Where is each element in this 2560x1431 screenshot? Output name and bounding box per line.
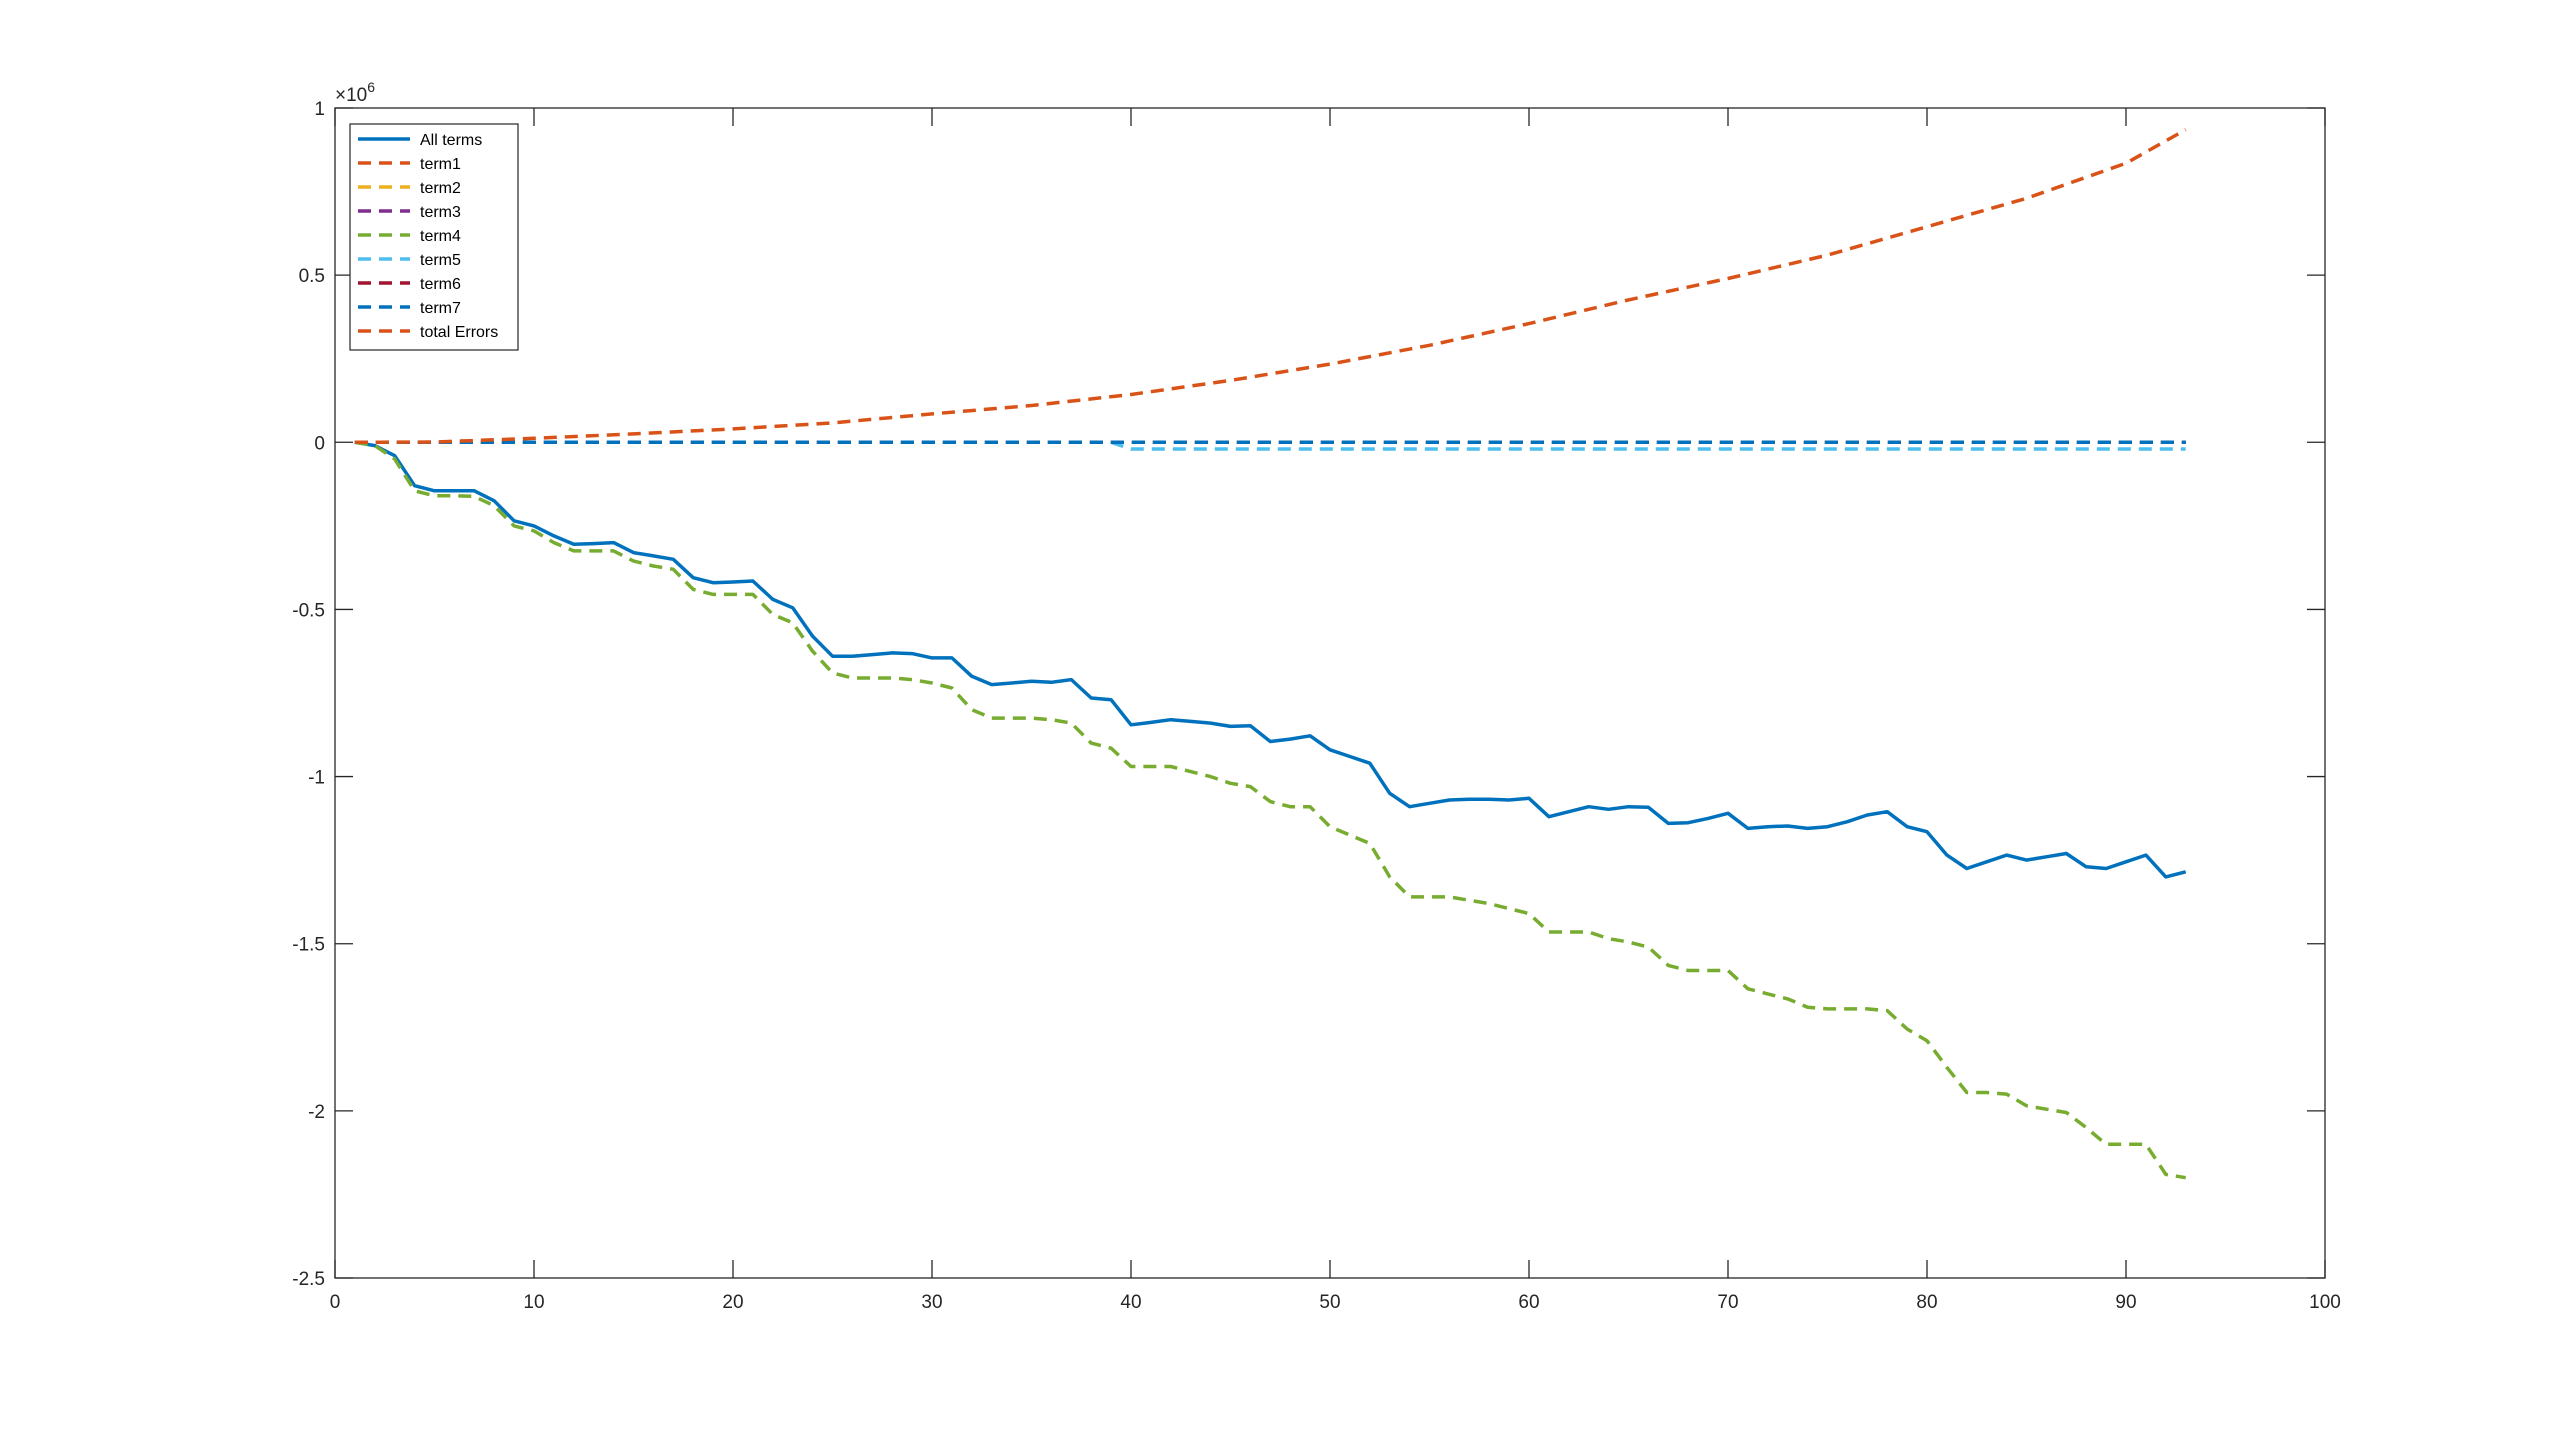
legend-label: term5 — [420, 252, 461, 269]
legend-box — [349, 123, 519, 351]
legend-label: total Errors — [420, 324, 498, 341]
x-tick-label: 100 — [2309, 1292, 2341, 1313]
x-tick-label: 80 — [1916, 1292, 1937, 1313]
series-line-8 — [354, 128, 2187, 445]
ticks-layer: 0 10 20 30 40 50 60 70 80 90 100 1 0.5 0 -0.5 -1 -1.5 -2 -… — [292, 99, 2341, 1313]
y-tick-label: -2.5 — [292, 1269, 325, 1290]
legend-label: term4 — [420, 228, 461, 245]
x-tick-label: 20 — [722, 1292, 743, 1313]
legend-label: term3 — [420, 204, 461, 221]
y-tick-label: -2 — [308, 1102, 325, 1123]
x-tick-label: 50 — [1319, 1292, 1340, 1313]
x-tick-label: 30 — [921, 1292, 942, 1313]
axes-background — [335, 108, 2325, 1278]
legend-label: term1 — [420, 156, 461, 173]
x-tick-label: 10 — [523, 1292, 544, 1313]
x-tick-label: 70 — [1717, 1292, 1738, 1313]
series-layer — [354, 128, 2187, 1180]
series-line-0 — [354, 440, 2187, 879]
y-exponent-label: ×106 — [335, 79, 375, 106]
series-line-4 — [354, 440, 2186, 1180]
x-tick-label: 0 — [330, 1292, 341, 1313]
x-tick-label: 40 — [1120, 1292, 1141, 1313]
legend-label: term6 — [420, 276, 461, 293]
axes-box — [334, 107, 2326, 1279]
y-tick-label: 0 — [314, 433, 325, 454]
y-tick-label: 1 — [314, 99, 325, 120]
x-tick-label: 60 — [1518, 1292, 1539, 1313]
y-tick-label: -1.5 — [292, 935, 325, 956]
y-tick-label: -1 — [308, 768, 325, 789]
legend: All terms term1 term2 term3 term4 term5 term6 t… — [349, 123, 519, 351]
legend-label: term7 — [420, 300, 461, 317]
legend-label: All terms — [420, 132, 482, 149]
y-tick-label: -0.5 — [292, 600, 325, 621]
legend-label: term2 — [420, 180, 461, 197]
x-tick-label: 90 — [2115, 1292, 2136, 1313]
y-tick-label: 0.5 — [299, 266, 325, 287]
